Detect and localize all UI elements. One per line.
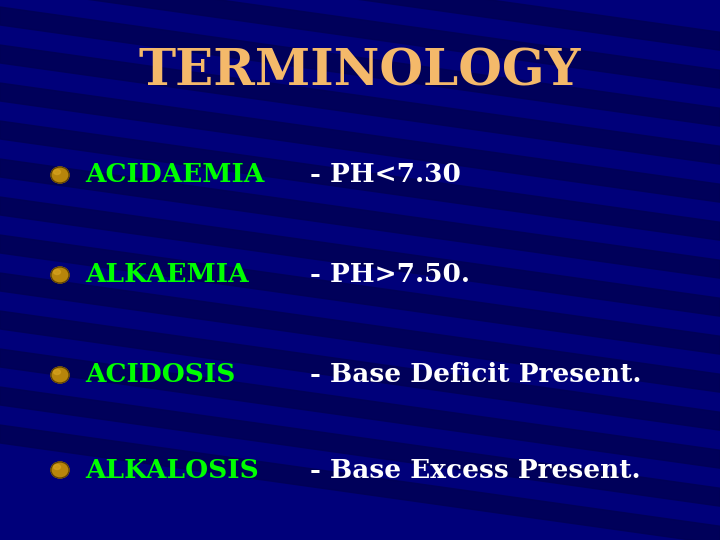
Ellipse shape [53,464,60,469]
Text: - PH<7.30: - PH<7.30 [310,163,461,187]
Text: ACIDAEMIA: ACIDAEMIA [85,163,264,187]
Text: ACIDOSIS: ACIDOSIS [85,362,235,388]
Ellipse shape [51,267,69,283]
Polygon shape [0,0,720,50]
Ellipse shape [53,369,60,375]
Polygon shape [0,349,720,468]
Polygon shape [0,7,720,126]
Polygon shape [0,235,720,354]
Polygon shape [0,0,720,88]
Text: ALKAEMIA: ALKAEMIA [85,262,248,287]
Text: TERMINOLOGY: TERMINOLOGY [139,48,581,97]
Ellipse shape [51,367,69,383]
Ellipse shape [51,167,69,183]
Ellipse shape [53,269,60,274]
Text: - Base Excess Present.: - Base Excess Present. [310,457,641,483]
Polygon shape [0,273,720,392]
Text: - PH>7.50.: - PH>7.50. [310,262,470,287]
Polygon shape [0,197,720,316]
Text: ALKALOSIS: ALKALOSIS [85,457,258,483]
Polygon shape [0,425,720,540]
Polygon shape [0,159,720,278]
Polygon shape [0,311,720,430]
Polygon shape [0,121,720,240]
Polygon shape [0,83,720,202]
Polygon shape [0,45,720,164]
Text: - Base Deficit Present.: - Base Deficit Present. [310,362,642,388]
Polygon shape [0,387,720,506]
Ellipse shape [51,462,69,478]
Ellipse shape [53,170,60,174]
